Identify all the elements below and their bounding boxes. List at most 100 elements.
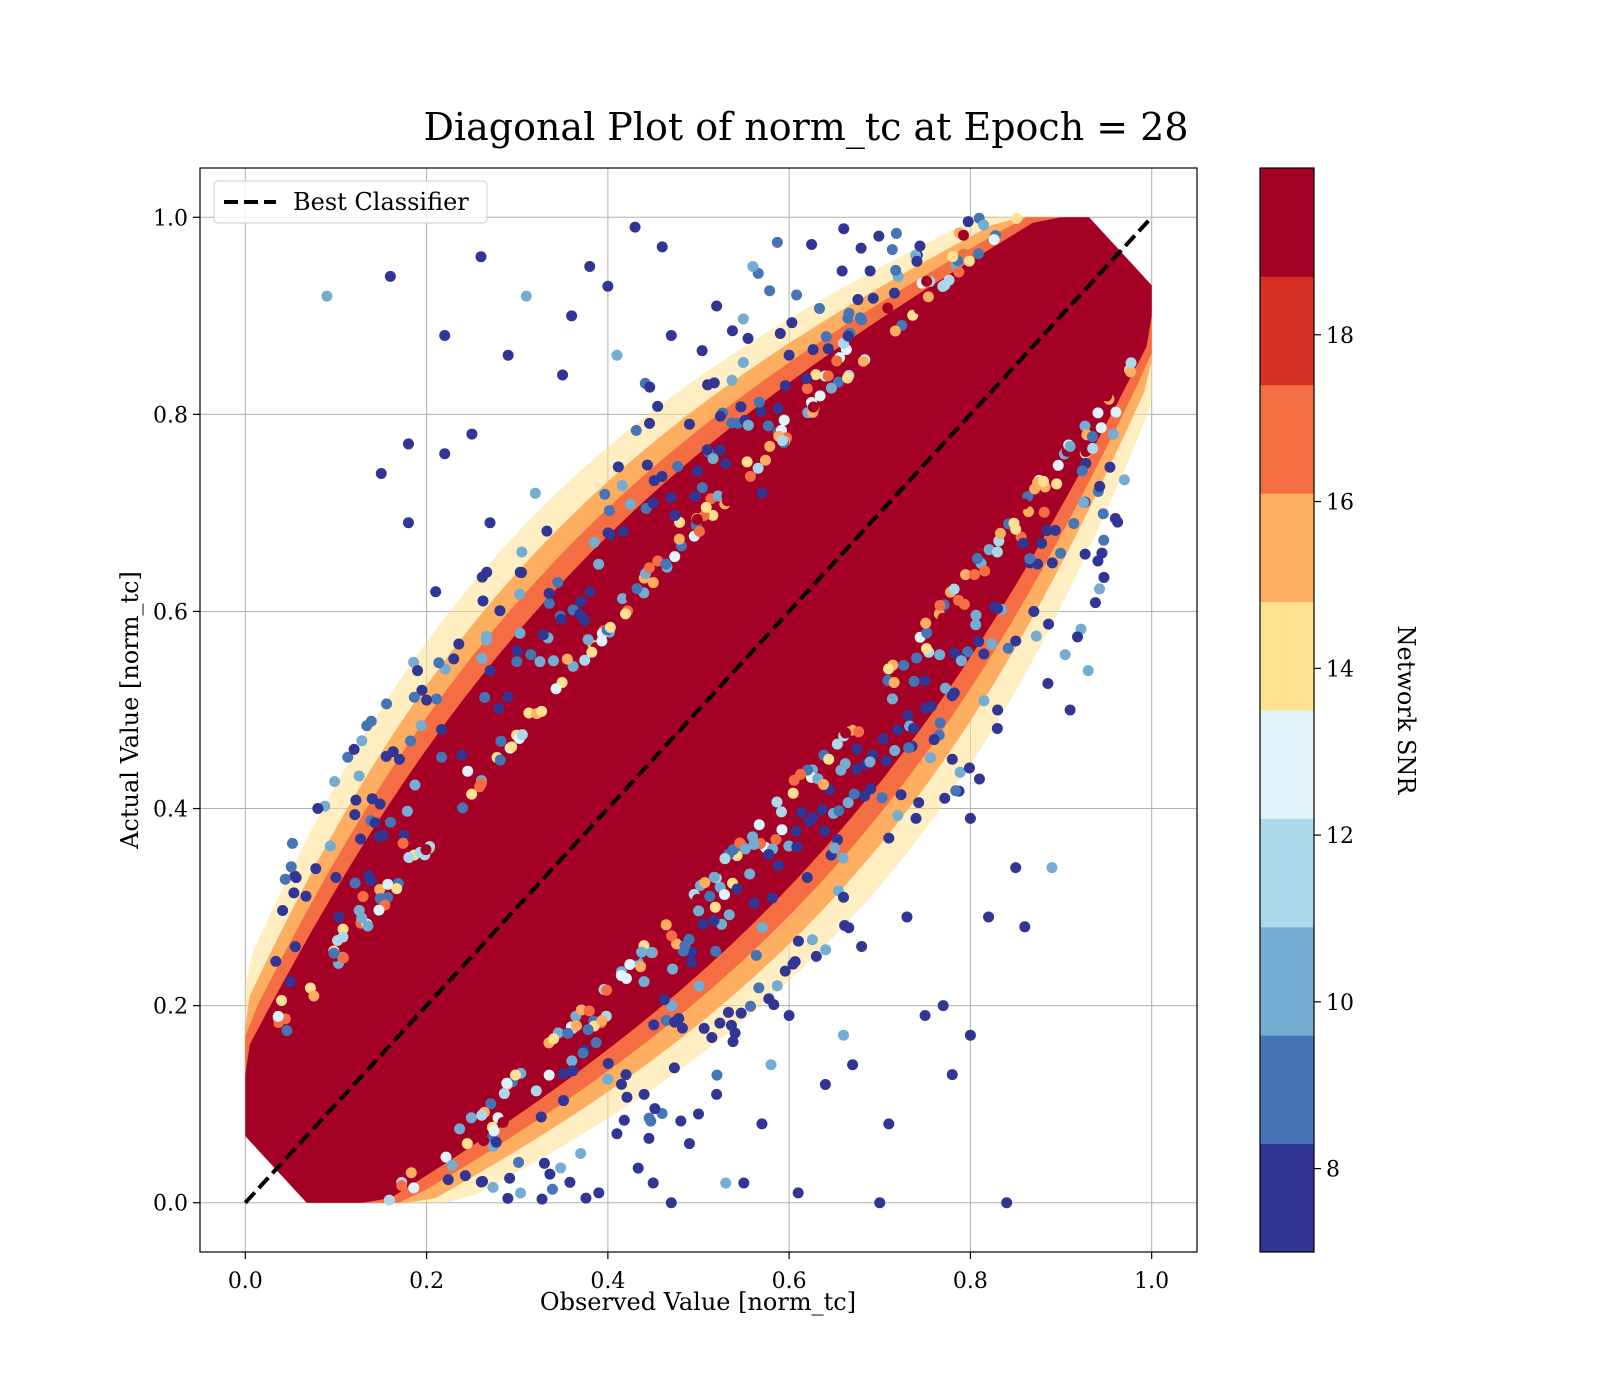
scatter-point (632, 1162, 644, 1174)
plot-frame (199, 167, 1198, 1253)
scatter-point (476, 652, 488, 664)
scatter-point (617, 526, 629, 538)
outlier-point (720, 458, 732, 470)
scatter-point (886, 244, 898, 256)
colorbar-tick-label: 16 (1326, 491, 1354, 516)
scatter-point (1079, 420, 1091, 432)
outlier-point (584, 261, 596, 273)
scatter-point (497, 1116, 509, 1128)
scatter-point (648, 475, 660, 487)
scatter-point (297, 997, 309, 1009)
scatter-point (753, 396, 765, 408)
scatter-point (548, 1033, 560, 1045)
scatter-point (692, 893, 704, 905)
x-axis-ticks: 0.0 0.2 0.4 0.6 0.8 1.0 (228, 1252, 1169, 1294)
scatter-point (696, 482, 708, 494)
scatter-point (764, 440, 776, 452)
scatter-point (857, 355, 869, 367)
scatter-point (588, 536, 600, 548)
scatter-point (436, 751, 448, 763)
scatter-point (851, 763, 863, 775)
scatter-point (1110, 406, 1122, 418)
outlier-point (620, 1069, 632, 1081)
scatter-point (954, 766, 966, 778)
scatter-point (1030, 630, 1042, 642)
scatter-point (704, 890, 716, 902)
outlier-point (547, 655, 559, 667)
scatter-point (756, 921, 768, 933)
scatter-point (795, 768, 807, 780)
scatter-point (820, 944, 832, 956)
scatter-point (668, 1062, 680, 1074)
scatter-point (697, 918, 709, 930)
scatter-point (645, 946, 657, 958)
outlier-point (484, 517, 496, 529)
outlier-point (366, 793, 378, 805)
scatter-point (475, 1176, 487, 1188)
scatter-point (1079, 548, 1091, 560)
outlier-point (946, 1069, 958, 1081)
scatter-point (624, 498, 636, 510)
scatter-point (416, 684, 428, 696)
scatter-point (709, 901, 721, 913)
scatter-point (669, 509, 681, 521)
scatter-point (1017, 537, 1029, 549)
scatter-point (791, 289, 803, 301)
scatter-point (772, 402, 784, 414)
scatter-point (948, 583, 960, 595)
scatter-point (506, 741, 518, 753)
scatter-point (737, 313, 749, 325)
scatter-point (616, 480, 628, 492)
scatter-point (310, 863, 322, 875)
scatter-point (644, 417, 656, 429)
outlier-point (819, 1078, 831, 1090)
outlier-point (566, 310, 578, 322)
scatter-point (699, 877, 711, 889)
scatter-point (922, 291, 934, 303)
outlier-point (1064, 704, 1076, 716)
scatter-point (543, 587, 555, 599)
scatter-point (822, 343, 834, 355)
scatter-point (514, 627, 526, 639)
scatter-point (454, 1123, 466, 1135)
scatter-point (969, 569, 981, 581)
scatter-point (813, 303, 825, 315)
outlier-point (992, 704, 1004, 716)
legend-box (213, 180, 488, 224)
scatter-point (882, 302, 894, 314)
scatter-point (790, 825, 802, 837)
scatter-point (934, 717, 946, 729)
scatter-point (479, 691, 491, 703)
outlier-point (865, 783, 877, 795)
scatter-point (816, 804, 828, 816)
scatter-point (698, 1022, 710, 1034)
scatter-point (466, 788, 478, 800)
scatter-point (792, 935, 804, 947)
outlier-point (828, 842, 840, 854)
scatter-point (921, 275, 933, 287)
scatter-point (433, 657, 445, 669)
scatter-point (895, 789, 907, 801)
scatter-point (750, 949, 762, 961)
scatter-point (602, 1057, 614, 1069)
scatter-point (848, 788, 860, 800)
outlier-point (838, 891, 850, 903)
scatter-point (308, 990, 320, 1002)
scatter-point (838, 223, 850, 235)
scatter-point (1052, 459, 1064, 471)
y-tick-label: 0.6 (153, 600, 188, 625)
scatter-point (272, 1010, 284, 1022)
scatter-point (783, 840, 795, 852)
scatter-point (852, 294, 864, 306)
outlier-point (439, 330, 451, 342)
scatter-point (462, 765, 474, 777)
scatter-point (1018, 498, 1030, 510)
scatter-point (991, 546, 1003, 558)
scatter-point (825, 382, 837, 394)
scatter-point (689, 490, 701, 502)
legend-entry-best-classifier: Best Classifier (293, 188, 469, 216)
scatter-point (515, 1187, 527, 1199)
scatter-point (810, 369, 822, 381)
scatter-point (719, 853, 731, 865)
scatter-point (567, 1065, 579, 1077)
